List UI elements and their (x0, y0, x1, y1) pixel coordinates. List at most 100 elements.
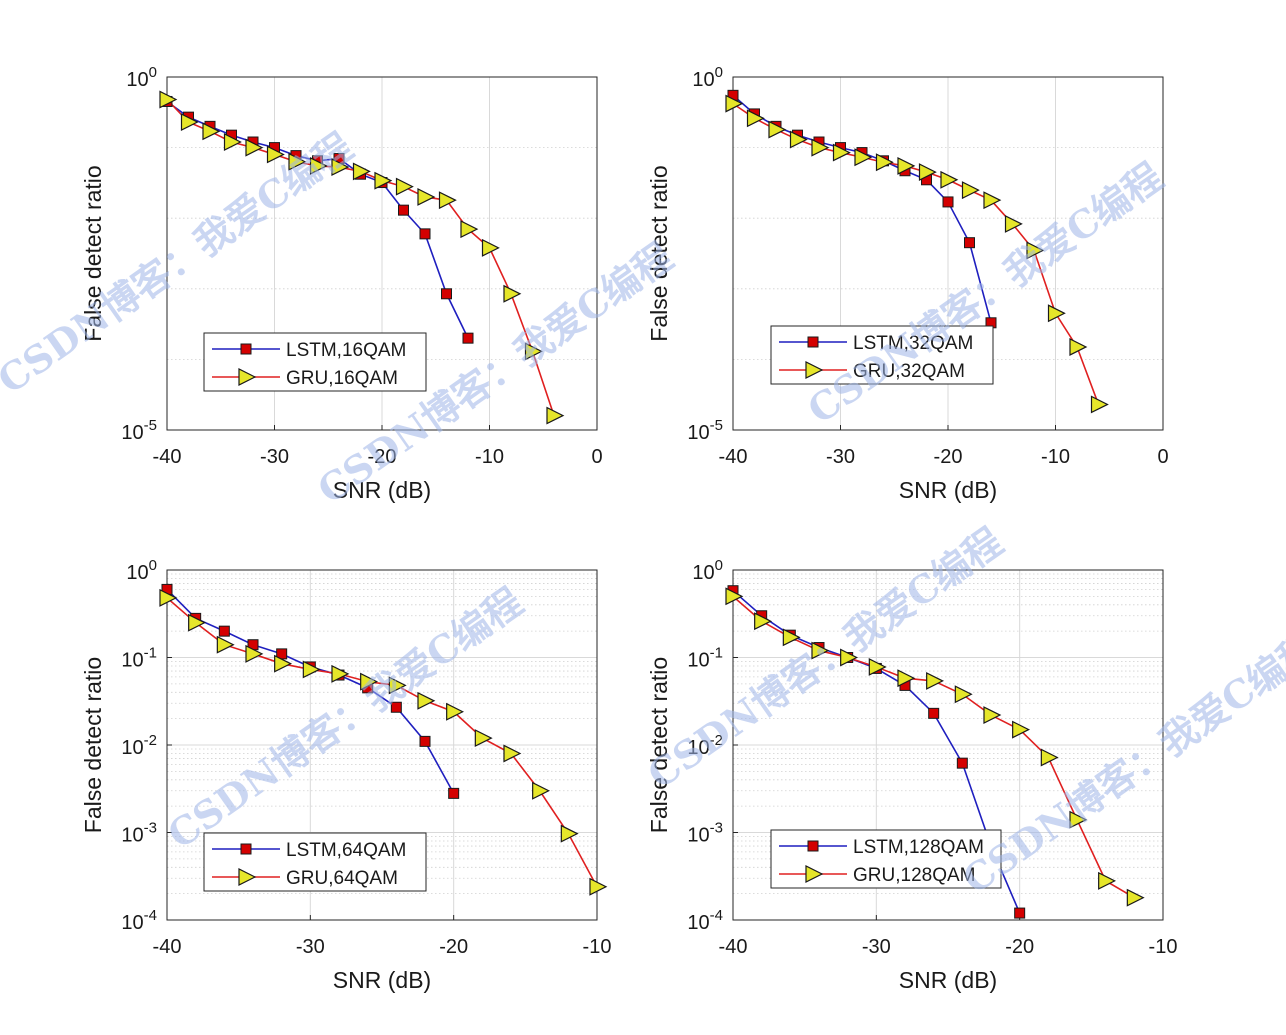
data-point-lstm (1014, 907, 1026, 919)
data-point-gru (768, 120, 787, 139)
data-point-gru (474, 729, 493, 748)
legend-marker-gru (805, 865, 824, 883)
data-point-gru (360, 672, 379, 691)
data-point-gru (754, 612, 773, 631)
data-point-gru (302, 660, 321, 679)
legend-marker-gru (805, 361, 824, 379)
data-point-gru (1026, 241, 1045, 260)
legend-label: LSTM,64QAM (286, 840, 406, 861)
x-tick-label: -30 (296, 936, 325, 958)
data-point-lstm (462, 332, 474, 344)
legend-marker-lstm (240, 343, 252, 355)
data-point-gru (374, 171, 393, 190)
data-point-gru (503, 284, 522, 303)
legend-marker-gru (238, 368, 257, 386)
data-point-gru (223, 133, 242, 151)
x-tick-label: -20 (439, 936, 468, 958)
y-tick-label: 10-4 (121, 907, 157, 934)
data-point-gru (331, 158, 350, 177)
data-point-gru (460, 220, 479, 239)
legend-label: LSTM,32QAM (853, 333, 973, 354)
legend: LSTM,128QAM GRU,128QAM (770, 829, 1002, 889)
y-tick-label: 10-1 (687, 645, 723, 672)
data-point-gru (417, 187, 436, 206)
x-tick-label: -10 (1041, 446, 1070, 468)
data-point-lstm (441, 288, 452, 300)
y-tick-label: 100 (126, 557, 157, 584)
legend: LSTM,32QAM GRU,32QAM (770, 325, 994, 385)
data-point-lstm (419, 735, 431, 747)
y-axis-label: False detect ratio (646, 657, 672, 833)
data-point-gru (746, 109, 765, 128)
data-point-gru (481, 238, 500, 257)
x-axis-label: SNR (dB) (899, 477, 997, 503)
x-axis-label: SNR (dB) (333, 967, 431, 993)
data-point-gru (188, 613, 207, 632)
data-point-gru (352, 162, 371, 181)
y-axis-label: False detect ratio (80, 165, 106, 341)
data-point-gru (216, 635, 235, 654)
y-axis-label: False detect ratio (646, 165, 672, 341)
data-point-gru (503, 744, 522, 763)
chart-panel-2: -40 -30 -20 -10 0 100 10-5 SNR (dB) False detect… (646, 64, 1169, 503)
x-tick-label: -40 (153, 446, 182, 468)
data-point-gru (789, 130, 808, 149)
data-point-gru (918, 163, 937, 182)
y-tick-label: 10-3 (687, 820, 723, 847)
data-point-gru (309, 156, 328, 175)
data-point-gru (1069, 337, 1088, 356)
data-point-gru (159, 90, 178, 109)
legend-label: LSTM,16QAM (286, 340, 406, 361)
data-point-gru (1098, 871, 1117, 890)
data-point-gru (331, 664, 350, 683)
x-tick-label: -40 (719, 936, 748, 958)
data-point-gru (417, 691, 436, 710)
data-point-gru (782, 628, 801, 647)
x-tick-label: -30 (260, 446, 289, 468)
data-point-gru (854, 148, 873, 167)
y-tick-label: 100 (692, 64, 723, 91)
data-point-gru (245, 138, 264, 157)
x-tick-label: -40 (153, 936, 182, 958)
data-point-lstm (928, 707, 940, 719)
data-point-gru (1012, 720, 1031, 739)
data-point-gru (524, 342, 543, 361)
legend-marker-gru (238, 868, 257, 886)
data-point-gru (589, 877, 608, 896)
legend-marker-lstm (807, 336, 819, 348)
series-line-gru (166, 597, 598, 888)
chart-panel-4: -40 -30 -20 -10 100 10-1 10-2 10-3 10-4 SNR (dB) F… (646, 557, 1177, 993)
y-tick-label: 10-4 (687, 907, 723, 934)
data-point-gru (395, 177, 414, 196)
data-point-gru (897, 156, 916, 175)
data-point-gru (983, 706, 1002, 725)
data-point-gru (532, 781, 551, 800)
x-axis-label: SNR (dB) (333, 477, 431, 503)
data-point-gru (1126, 888, 1145, 907)
x-tick-label: -10 (1149, 936, 1178, 958)
data-point-lstm (419, 228, 431, 240)
x-tick-label: -40 (719, 446, 748, 468)
data-point-lstm (398, 204, 409, 216)
data-point-gru (274, 654, 293, 673)
data-point-gru (546, 406, 565, 425)
data-point-gru (983, 191, 1002, 210)
data-point-gru (1040, 748, 1059, 767)
panels: -40 -30 -20 -10 0 100 10-5 SNR (dB) False detect… (80, 64, 1177, 993)
y-tick-label: 100 (692, 557, 723, 584)
y-tick-label: 10-2 (121, 732, 157, 759)
data-point-gru (1047, 304, 1066, 323)
data-point-lstm (218, 625, 230, 637)
legend-label: LSTM,128QAM (853, 837, 984, 858)
y-tick-label: 10-1 (121, 645, 157, 672)
data-point-gru (811, 138, 830, 157)
data-point-gru (159, 588, 178, 607)
legend-label: GRU,128QAM (853, 865, 975, 886)
data-point-gru (897, 669, 916, 688)
data-point-gru (940, 170, 959, 189)
x-axis-label: SNR (dB) (899, 967, 997, 993)
data-point-gru (725, 587, 744, 606)
legend-label: GRU,16QAM (286, 368, 398, 389)
data-point-lstm (956, 757, 968, 769)
data-point-gru (438, 191, 457, 210)
